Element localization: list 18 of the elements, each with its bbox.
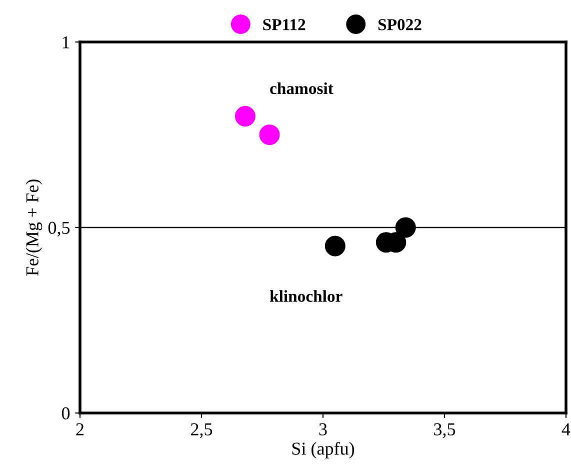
annotation: klinochlor: [270, 290, 342, 302]
annotation: chamosit: [270, 82, 334, 94]
legend-label: SP112: [263, 19, 306, 30]
point: [259, 124, 280, 146]
x-tick-label: 2: [76, 423, 84, 436]
x-tick-label: 3: [319, 423, 327, 436]
point: [395, 217, 416, 238]
point: [234, 106, 256, 126]
y-tick-label: 0,5: [48, 222, 70, 237]
y-axis-title: Fe/(Mg + Fe): [26, 180, 42, 276]
y-tick-label: 0: [62, 407, 70, 420]
legend-label: SP022: [378, 19, 422, 30]
point: [324, 236, 346, 256]
x-tick-label: 2,5: [191, 423, 212, 438]
x-tick-label: 3,5: [434, 423, 456, 438]
x-axis-title: Si (apfu): [292, 442, 354, 458]
x-tick-label: 4: [562, 423, 570, 436]
y-tick-label: 1: [62, 36, 70, 48]
